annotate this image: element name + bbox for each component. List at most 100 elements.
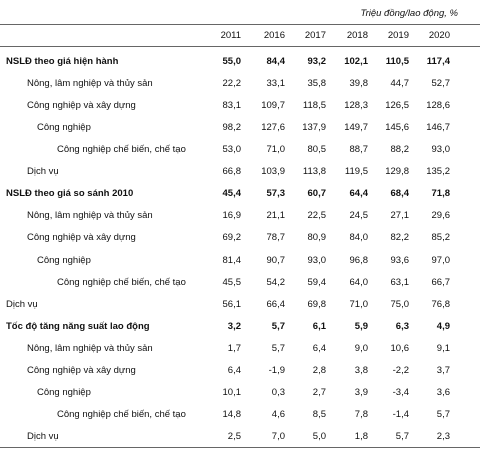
cell: 117,4 — [426, 56, 450, 67]
cell: 2,3 — [436, 431, 450, 443]
row-label: Công nghiệp và xây dựng — [27, 364, 136, 376]
cell: 3,7 — [436, 364, 450, 376]
cell: 71,0 — [266, 144, 286, 156]
cell: 55,0 — [222, 56, 242, 67]
cell: 129,8 — [385, 166, 409, 178]
cell: 22,2 — [222, 78, 242, 90]
cell: 54,2 — [266, 276, 286, 288]
cell: 33,1 — [266, 78, 286, 90]
cell: 9,1 — [436, 342, 450, 354]
cell: 137,9 — [302, 122, 326, 134]
cell: 60,7 — [307, 188, 327, 200]
column-header: 2017 — [304, 30, 326, 41]
cell: 39,8 — [349, 78, 369, 90]
cell: 66,7 — [431, 276, 451, 288]
cell: 71,0 — [349, 298, 369, 310]
cell: 84,4 — [266, 56, 286, 67]
row-label: Nông, lâm nghiệp và thủy sản — [27, 342, 153, 354]
cell: 8,5 — [312, 408, 326, 420]
cell: 7,8 — [354, 408, 368, 420]
column-header: 2020 — [428, 30, 450, 41]
cell: 7,0 — [271, 431, 285, 443]
cell: 45,4 — [222, 188, 242, 200]
cell: 22,5 — [307, 210, 327, 222]
cell: 3,9 — [354, 386, 368, 398]
cell: 64,0 — [349, 276, 369, 288]
cell: 1,7 — [227, 342, 241, 354]
cell: 6,4 — [312, 342, 326, 354]
row-label: Công nghiệp chế biến, chế tạo — [57, 144, 186, 156]
cell: 1,8 — [354, 431, 368, 443]
cell: 81,4 — [222, 254, 242, 266]
cell: 128,6 — [426, 100, 450, 112]
cell: 6,1 — [312, 320, 326, 332]
cell: 45,5 — [222, 276, 242, 288]
cell: 82,2 — [390, 232, 410, 244]
cell: 146,7 — [426, 122, 450, 134]
column-header: 2018 — [346, 30, 368, 41]
cell: 113,8 — [302, 166, 326, 178]
header-rule — [0, 46, 480, 47]
cell: 5,7 — [271, 342, 285, 354]
cell: 118,5 — [302, 100, 326, 112]
row-label: Công nghiệp — [37, 386, 91, 398]
cell: 110,5 — [385, 56, 409, 67]
cell: 93,0 — [307, 254, 327, 266]
cell: 2,8 — [312, 364, 326, 376]
cell: 84,0 — [349, 232, 369, 244]
row-label: Nông, lâm nghiệp và thủy sản — [27, 78, 153, 90]
row-label: Dịch vụ — [27, 431, 59, 443]
cell: 4,9 — [436, 320, 450, 332]
row-label: Công nghiệp — [37, 122, 91, 134]
top-rule — [0, 24, 480, 25]
column-header: 2011 — [220, 30, 241, 41]
cell: -1,9 — [268, 364, 285, 376]
cell: 6,3 — [395, 320, 409, 332]
column-header: 2016 — [263, 30, 285, 41]
cell: 5,7 — [395, 431, 409, 443]
cell: 2,7 — [312, 386, 326, 398]
cell: 14,8 — [222, 408, 242, 420]
cell: 80,5 — [307, 144, 327, 156]
cell: 6,4 — [227, 364, 241, 376]
cell: 71,8 — [431, 188, 451, 200]
unit-note: Triệu đồng/lao động, % — [360, 8, 458, 19]
row-label: Công nghiệp — [37, 254, 91, 266]
cell: 5,7 — [271, 320, 285, 332]
cell: 80,9 — [307, 232, 327, 244]
cell: 145,6 — [385, 122, 409, 134]
cell: 149,7 — [344, 122, 368, 134]
cell: 68,4 — [390, 188, 410, 200]
cell: 63,1 — [390, 276, 410, 288]
row-label: Dịch vụ — [27, 166, 59, 178]
cell: 75,0 — [390, 298, 410, 310]
cell: 29,6 — [431, 210, 451, 222]
cell: 27,1 — [390, 210, 410, 222]
row-label: NSLĐ theo giá so sánh 2010 — [6, 188, 134, 200]
cell: 90,7 — [266, 254, 286, 266]
cell: 5,9 — [354, 320, 368, 332]
cell: 16,9 — [222, 210, 242, 222]
cell: 52,7 — [431, 78, 451, 90]
cell: 2,5 — [227, 431, 241, 443]
cell: 93,6 — [390, 254, 410, 266]
cell: 44,7 — [390, 78, 410, 90]
cell: 9,0 — [354, 342, 368, 354]
cell: 69,8 — [307, 298, 327, 310]
cell: 66,4 — [266, 298, 286, 310]
cell: 103,9 — [261, 166, 285, 178]
row-label: Công nghiệp và xây dựng — [27, 232, 136, 244]
cell: 64,4 — [349, 188, 369, 200]
row-label: NSLĐ theo giá hiện hành — [6, 56, 119, 67]
cell: 126,5 — [385, 100, 409, 112]
cell: 10,6 — [390, 342, 410, 354]
cell: 135,2 — [426, 166, 450, 178]
cell: 3,2 — [227, 320, 241, 332]
cell: 3,6 — [436, 386, 450, 398]
cell: 76,8 — [431, 298, 451, 310]
cell: 0,3 — [271, 386, 285, 398]
cell: 88,2 — [390, 144, 410, 156]
cell: -1,4 — [392, 408, 409, 420]
cell: 24,5 — [349, 210, 369, 222]
